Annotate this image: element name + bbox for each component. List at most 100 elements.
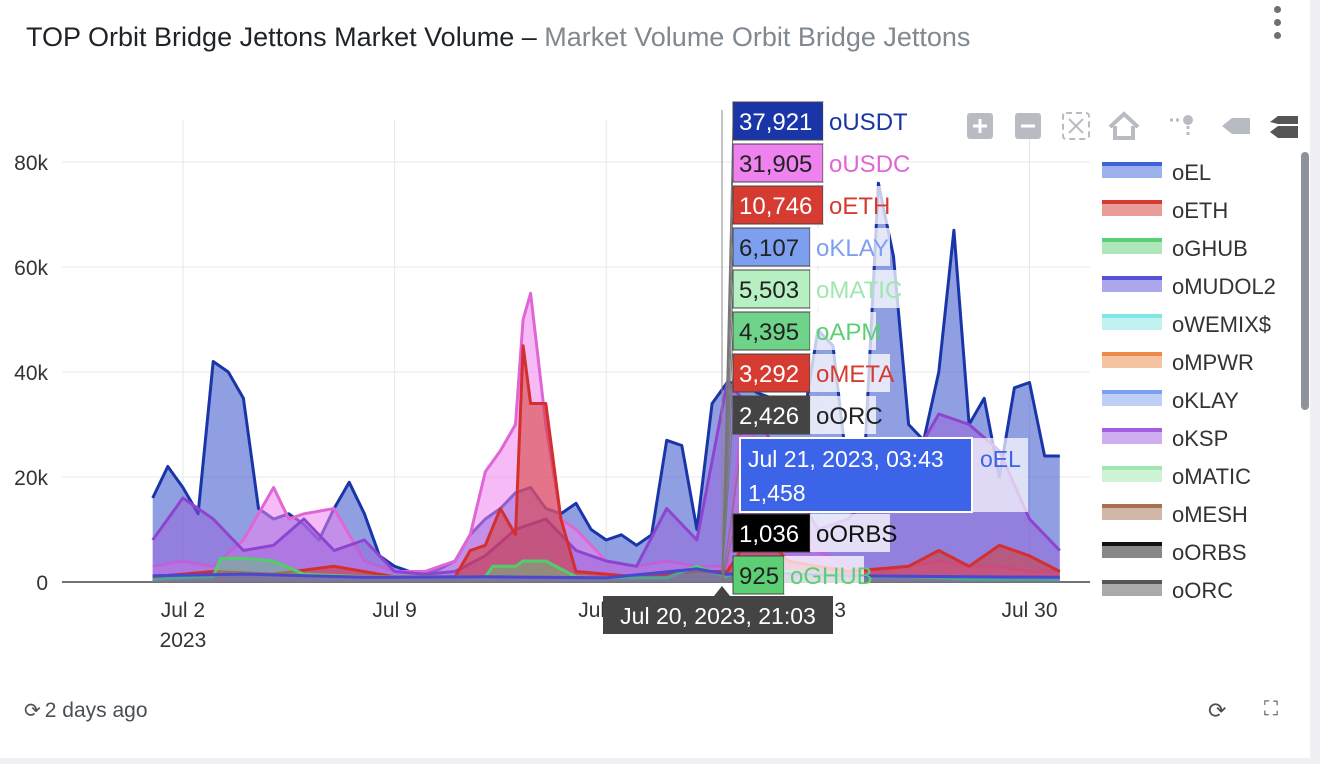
legend-swatch (1102, 582, 1162, 596)
hover-name: oMETA (816, 361, 894, 388)
kebab-dot (1274, 19, 1281, 26)
spike-lines-icon-glyph (1170, 118, 1190, 138)
hover-name: oMATIC (816, 277, 902, 304)
legend-swatch (1102, 468, 1162, 482)
hover-name-bg (784, 556, 864, 594)
hover-box (739, 437, 973, 513)
legend-label: oETH (1172, 198, 1228, 223)
hover-name-bg (810, 396, 876, 434)
legend-scrollbar[interactable] (1301, 152, 1309, 410)
hover-leader (721, 533, 734, 583)
hover-label-oUSDC: 31,905 oUSDC (721, 143, 910, 583)
legend-item-oKSP[interactable]: oKSP (1102, 426, 1228, 451)
title-separator: – (514, 22, 545, 52)
y-tick-label: 0 (36, 572, 48, 595)
y-tick-label: 80k (14, 152, 48, 175)
hover-value: 4,395 (739, 319, 799, 346)
hover-name-bg (823, 102, 903, 140)
legend-item-oKLAY[interactable]: oKLAY (1102, 388, 1239, 413)
zoom-out-icon[interactable] (1015, 113, 1041, 139)
y-tick-label: 60k (14, 257, 48, 280)
hover-box (732, 269, 811, 309)
expand-icon[interactable]: ⛶ (1264, 698, 1278, 720)
series-area-oUSDC (152, 293, 1060, 582)
hover-compare-icon[interactable] (1270, 116, 1298, 138)
chart-title: TOP Orbit Bridge Jettons Market Volume –… (26, 22, 970, 53)
legend-swatch (1102, 240, 1162, 254)
kebab-vertical-icon[interactable] (1264, 2, 1292, 42)
reload-icon[interactable]: ⟳ (1208, 698, 1227, 723)
hover-value: 2,426 (739, 403, 799, 430)
autoscale-icon-glyph (1068, 118, 1084, 134)
hover-box (732, 513, 811, 553)
legend-swatch (1102, 316, 1162, 330)
legend-swatch (1102, 354, 1162, 368)
legend-swatch (1102, 430, 1162, 444)
autoscale-icon[interactable] (1062, 112, 1090, 140)
hover-value: 10,746 (739, 193, 812, 220)
legend-item-oMESH[interactable]: oMESH (1102, 502, 1248, 527)
hover-label-oORC: 2,426 oORC (721, 395, 883, 583)
hover-value: 925 (739, 563, 779, 590)
kebab-dot (1274, 32, 1281, 39)
hover-name-bg (810, 312, 876, 350)
legend-item-oGHUB[interactable]: oGHUB (1102, 236, 1248, 261)
legend-item-oMUDOL2[interactable]: oMUDOL2 (1102, 274, 1276, 299)
last-updated: ⟳ 2 days ago (24, 698, 148, 723)
hover-name-bg (972, 438, 1028, 512)
reset-axes-icon[interactable] (1108, 111, 1140, 140)
legend-label: oMESH (1172, 502, 1248, 527)
hover-date-top: Jul 21, 2023, 03:43 (748, 446, 944, 472)
hover-label-oEL: Jul 21, 2023, 03:43 1,458 oEL (721, 437, 1028, 583)
hover-label-oORBS: 1,036 oORBS (721, 513, 897, 583)
hover-label-oMATIC: 5,503 oMATIC (721, 269, 904, 583)
hover-name: oAPM (816, 319, 881, 346)
spike-lines-icon-dot (1183, 115, 1193, 125)
hover-value: 3,292 (739, 361, 799, 388)
hover-name-bg (810, 270, 904, 308)
hover-box (732, 227, 811, 267)
x-tick-label: Jul 2 (161, 599, 205, 622)
legend-item-oMPWR[interactable]: oMPWR (1102, 350, 1254, 375)
chart-title-main: TOP Orbit Bridge Jettons Market Volume (26, 22, 515, 52)
hover-x-pointer (714, 586, 730, 596)
hover-box (732, 555, 785, 595)
spike-lines-icon[interactable] (1170, 115, 1193, 138)
hover-value: 6,107 (739, 235, 799, 262)
legend-label: oORC (1172, 578, 1233, 603)
legend-item-oORBS[interactable]: oORBS (1102, 540, 1247, 565)
hover-leader (721, 415, 734, 583)
hover-value: 5,503 (739, 277, 799, 304)
hover-label-oETH: 10,746 oETH (721, 185, 890, 583)
hover-closest-icon-glyph (1222, 118, 1250, 134)
legend-item-oWEMIX$[interactable]: oWEMIX$ (1102, 312, 1271, 337)
hover-x-text: Jul 20, 2023, 21:03 (620, 603, 816, 629)
x-tick-label: Jul 9 (372, 599, 416, 622)
hover-name: oORC (816, 403, 883, 430)
refresh-icon: ⟳ (24, 700, 41, 722)
hover-name-bg (810, 228, 890, 266)
legend-item-oMATIC[interactable]: oMATIC (1102, 464, 1251, 489)
hover-label-oMETA: 3,292 oMETA (721, 353, 894, 583)
hover-name-bg (810, 514, 890, 552)
hover-name: oKLAY (816, 235, 889, 262)
legend-item-oETH[interactable]: oETH (1102, 198, 1228, 223)
legend-swatch (1102, 506, 1162, 520)
legend-item-oORC[interactable]: oORC (1102, 578, 1233, 603)
autoscale-icon-shape (1062, 112, 1090, 140)
legend-swatch (1102, 544, 1162, 558)
legend-label: oMPWR (1172, 350, 1254, 375)
hover-label-oGHUB: 925 oGHUB (721, 555, 873, 595)
hover-label-oUSDT: 37,921 oUSDT (721, 101, 908, 583)
hover-closest-icon[interactable] (1222, 118, 1250, 134)
hover-value: 1,458 (748, 480, 806, 506)
legend-label: oKSP (1172, 426, 1228, 451)
legend-item-oEL[interactable]: oEL (1102, 160, 1211, 185)
hover-value: 1,036 (739, 521, 799, 548)
hover-leader (721, 575, 734, 583)
hover-x-label: Jul 20, 2023, 21:03 (603, 586, 833, 634)
hover-name-bg (823, 186, 889, 224)
zoom-in-icon[interactable] (967, 113, 993, 139)
